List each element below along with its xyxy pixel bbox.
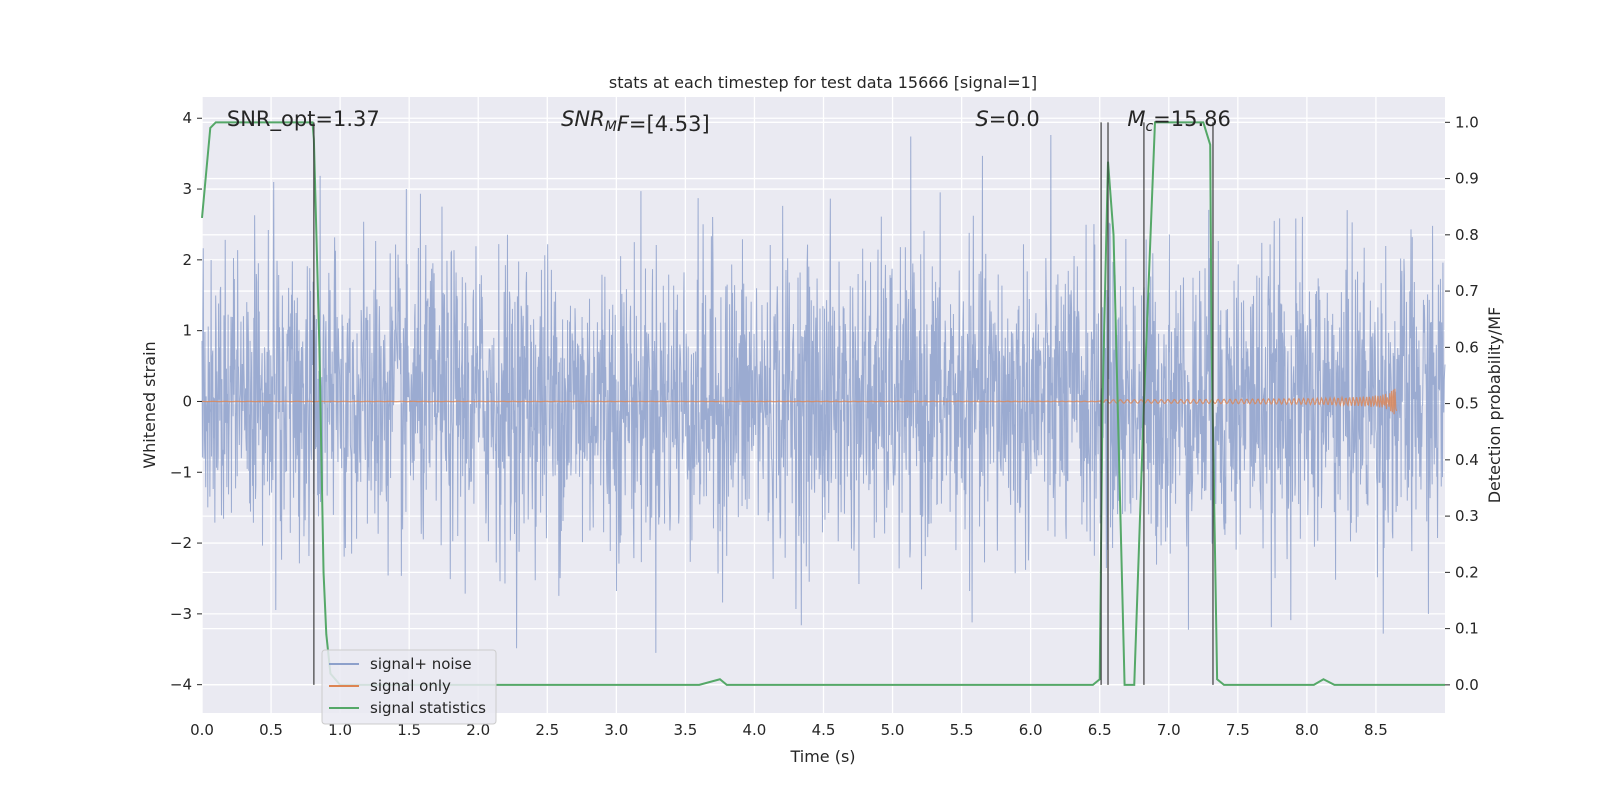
noise-series-path	[201, 135, 1446, 653]
legend-label-noise: signal+ noise	[370, 655, 472, 673]
y-axis-label-left: Whitened strain	[140, 341, 159, 468]
y-right-tick-label: 0.3	[1455, 507, 1479, 525]
noise-series	[201, 135, 1446, 653]
y-right-tick-label: 0.0	[1455, 676, 1479, 694]
y-left-tick-label: −4	[170, 676, 192, 694]
x-tick-label: 6.0	[1019, 721, 1043, 739]
y-right-tick-label: 0.6	[1455, 338, 1479, 356]
y-right-tick-label: 0.9	[1455, 170, 1479, 188]
y-right-tick-label: 1.0	[1455, 113, 1479, 131]
y-left-tick-label: −2	[170, 534, 192, 552]
y-right-tick-label: 0.2	[1455, 563, 1479, 581]
x-axis-label: Time (s)	[789, 747, 855, 766]
annotation-mc: Mc=15.86	[1127, 107, 1231, 135]
legend-label-signal: signal only	[370, 677, 451, 695]
y-left-tick-label: 0	[182, 392, 192, 410]
y-left-tick-label: 2	[182, 251, 192, 269]
signal-statistics-series	[201, 121, 1445, 686]
x-tick-label: 6.5	[1088, 721, 1112, 739]
x-tick-label: 4.0	[743, 721, 767, 739]
x-tick-label: 8.0	[1295, 721, 1319, 739]
signal-statistics-path	[201, 121, 1445, 686]
x-tick-label: 3.5	[673, 721, 697, 739]
y-left-tick-label: 1	[182, 322, 192, 340]
y-right-tick-label: 0.7	[1455, 282, 1479, 300]
y-right-tick-label: 0.1	[1455, 620, 1479, 638]
annotation-snr-opt: SNR_opt=1.37	[227, 107, 380, 132]
y-right-tick-label: 0.4	[1455, 451, 1479, 469]
x-tick-label: 7.0	[1157, 721, 1181, 739]
legend-label-statistics: signal statistics	[370, 699, 486, 717]
x-tick-label: 8.5	[1364, 721, 1388, 739]
x-tick-label: 1.0	[328, 721, 352, 739]
y-left-tick-label: 3	[182, 180, 192, 198]
signal-only-path	[201, 388, 1398, 415]
x-tick-label: 2.5	[535, 721, 559, 739]
y-left-tick-label: 4	[182, 109, 192, 127]
legend-box	[321, 649, 497, 725]
y-left-tick-label: −3	[170, 605, 192, 623]
x-tick-label: 1.5	[397, 721, 421, 739]
x-tick-label: 5.0	[881, 721, 905, 739]
annotations: SNR_opt=1.37 SNRMF=[4.53] S=0.0 Mc=15.86	[227, 107, 1231, 136]
annotation-s-stat: S=0.0	[975, 107, 1039, 131]
legend: signal+ noise signal only signal statist…	[321, 649, 497, 725]
tick-labels: 0.0 0.5 1.0 1.5 2.0 2.5 3.0 3.5 4.0 4.5 5.0 5.5 6.0 6…	[170, 109, 1479, 739]
vertical-markers	[313, 122, 1214, 685]
chart-title: stats at each timestep for test data 156…	[609, 73, 1037, 92]
x-tick-label: 7.5	[1226, 721, 1250, 739]
x-tick-label: 0.5	[259, 721, 283, 739]
x-tick-label: 5.5	[950, 721, 974, 739]
annotation-snr-mf: SNRMF=[4.53]	[561, 107, 710, 136]
signal-only-series	[201, 388, 1398, 415]
x-tick-label: 0.0	[190, 721, 214, 739]
x-tick-label: 4.5	[812, 721, 836, 739]
y-left-tick-label: −1	[170, 463, 192, 481]
y-right-tick-label: 0.8	[1455, 226, 1479, 244]
x-tick-label: 3.0	[604, 721, 628, 739]
y-right-tick-label: 0.5	[1455, 395, 1479, 413]
x-tick-label: 2.0	[466, 721, 490, 739]
y-axis-label-right: Detection probability/MF	[1485, 307, 1504, 504]
